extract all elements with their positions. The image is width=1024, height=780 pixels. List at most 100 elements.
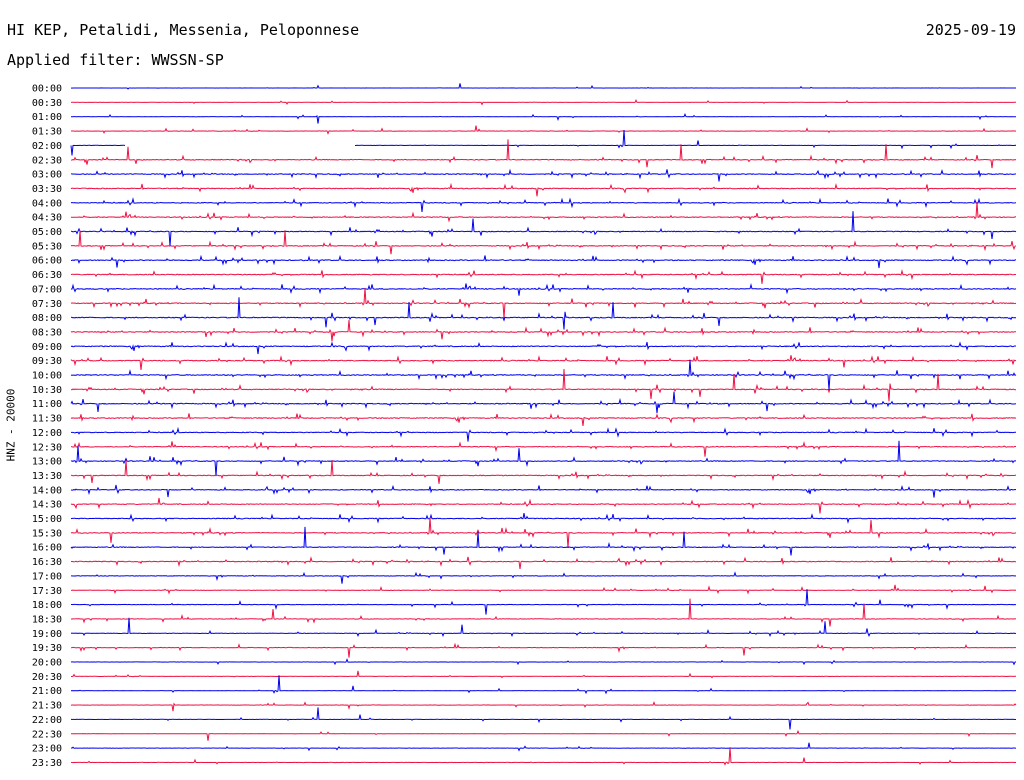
time-label: 16:30 (32, 557, 62, 568)
time-label: 01:30 (32, 127, 62, 138)
time-label: 18:00 (32, 600, 62, 611)
trace-line (70, 341, 1017, 355)
time-label: 00:00 (32, 84, 62, 95)
time-label: 03:00 (32, 170, 62, 181)
time-label: 17:30 (32, 586, 62, 597)
time-label: 03:30 (32, 184, 62, 195)
trace-line (70, 707, 1016, 730)
trace-line (70, 517, 1017, 548)
trace-line (71, 168, 1017, 182)
trace-line (70, 197, 1017, 213)
trace-line (70, 459, 1017, 484)
time-label: 10:30 (32, 385, 62, 396)
time-label: 14:30 (32, 500, 62, 511)
time-label: 06:30 (32, 270, 62, 281)
trace-line (70, 700, 1017, 712)
trace-line (70, 287, 1017, 319)
trace-line (70, 129, 1017, 156)
time-label: 04:30 (32, 213, 62, 224)
time-label: 23:00 (32, 744, 62, 755)
trace-line (70, 617, 1017, 638)
trace-line (70, 182, 1017, 197)
trace-line (71, 125, 1017, 135)
time-label: 11:30 (32, 414, 62, 425)
trace-line (70, 99, 1016, 106)
trace-line (70, 139, 1017, 169)
time-label: 07:30 (32, 299, 62, 310)
trace-line (70, 391, 1017, 414)
trace-line (70, 440, 1017, 477)
time-label: 10:00 (32, 371, 62, 382)
time-label: 21:00 (32, 686, 62, 697)
trace-line (70, 642, 1017, 658)
trace-line (70, 254, 1017, 269)
time-label: 07:00 (32, 284, 62, 295)
time-label: 20:30 (32, 672, 62, 683)
trace-line (70, 497, 1017, 514)
time-label: 13:30 (32, 471, 62, 482)
station-title: HI KEP, Petalidi, Messenia, Peloponnese (7, 21, 360, 39)
time-label: 02:00 (32, 141, 62, 152)
trace-line (70, 598, 1016, 627)
trace-line (71, 571, 1017, 584)
time-label: 18:30 (32, 614, 62, 625)
time-label: 09:30 (32, 356, 62, 367)
trace-line (70, 584, 1017, 595)
time-label: 19:30 (32, 643, 62, 654)
trace-line (70, 658, 1017, 666)
time-label: 22:30 (32, 729, 62, 740)
time-label: 09:00 (32, 342, 62, 353)
time-label: 01:00 (32, 112, 62, 123)
trace-line (70, 368, 1016, 402)
time-label: 12:00 (32, 428, 62, 439)
trace-line (70, 83, 1016, 90)
time-label: 08:30 (32, 327, 62, 338)
time-label: 08:00 (32, 313, 62, 324)
trace-line (71, 589, 1017, 615)
trace-line (70, 230, 1017, 255)
date-label: 2025-09-19 (925, 21, 1016, 39)
time-label: 19:00 (32, 629, 62, 640)
time-label: 16:00 (32, 543, 62, 554)
trace-line (70, 359, 1017, 391)
trace-line (70, 513, 1016, 524)
time-label: 17:00 (32, 571, 62, 582)
time-label: 00:30 (32, 98, 62, 109)
trace-line (70, 297, 1017, 330)
trace-line (70, 742, 1016, 752)
trace-line (70, 675, 1016, 695)
time-label: 13:00 (32, 457, 62, 468)
trace-line (70, 413, 1017, 426)
trace-line (70, 484, 1017, 498)
trace-line (71, 670, 1017, 679)
time-label: 06:00 (32, 256, 62, 267)
time-label: 02:30 (32, 155, 62, 166)
time-label: 15:00 (32, 514, 62, 525)
trace-line (70, 269, 1017, 284)
trace-line (70, 211, 1017, 247)
trace-line (70, 747, 1017, 766)
time-label: 21:30 (32, 701, 62, 712)
time-label: 11:00 (32, 399, 62, 410)
time-label: 05:30 (32, 241, 62, 252)
time-label: 15:30 (32, 528, 62, 539)
trace-line (71, 426, 1017, 442)
trace-line (70, 729, 1017, 741)
trace-line (71, 113, 1017, 124)
trace-line (70, 319, 1016, 342)
trace-line (70, 283, 1017, 296)
time-label: 14:00 (32, 485, 62, 496)
time-label: 23:30 (32, 758, 62, 769)
trace-line (70, 556, 1016, 569)
time-label: 04:00 (32, 198, 62, 209)
trace-line (70, 440, 1017, 457)
time-label: 12:30 (32, 442, 62, 453)
time-label: 05:00 (32, 227, 62, 238)
time-label: 20:00 (32, 658, 62, 669)
time-label: 22:00 (32, 715, 62, 726)
filter-label: Applied filter: WWSSN-SP (7, 51, 224, 69)
trace-line (70, 355, 1017, 370)
trace-line (70, 526, 1017, 556)
trace-line (70, 201, 1017, 223)
